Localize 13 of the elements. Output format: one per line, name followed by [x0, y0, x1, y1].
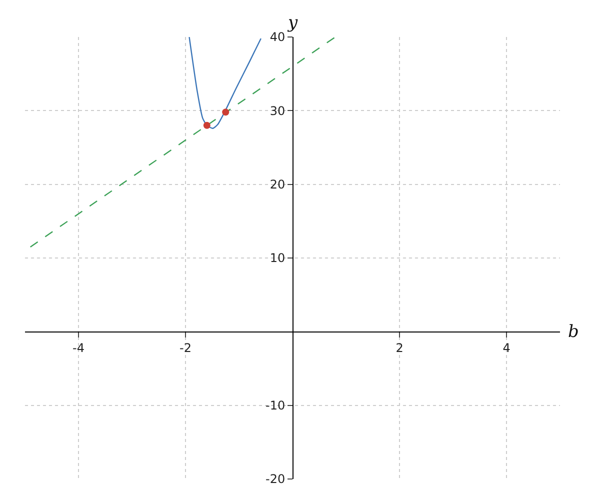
y-tick-label: 30: [270, 104, 286, 118]
y-tick-label: -20: [265, 472, 286, 486]
y-tick-label: 40: [270, 30, 286, 44]
y-axis-title: y: [287, 13, 298, 33]
x-tick-label: 2: [396, 341, 404, 356]
x-tick-label: -2: [180, 341, 192, 356]
x-axis-title: b: [568, 322, 579, 342]
y-tick-label: -10: [265, 398, 286, 413]
x-tick-label: -4: [72, 341, 84, 356]
x-tick-label: 4: [502, 341, 510, 356]
y-tick-label: 10: [270, 251, 286, 266]
y-tick-label: 20: [270, 178, 286, 192]
line-series: [188, 37, 262, 129]
